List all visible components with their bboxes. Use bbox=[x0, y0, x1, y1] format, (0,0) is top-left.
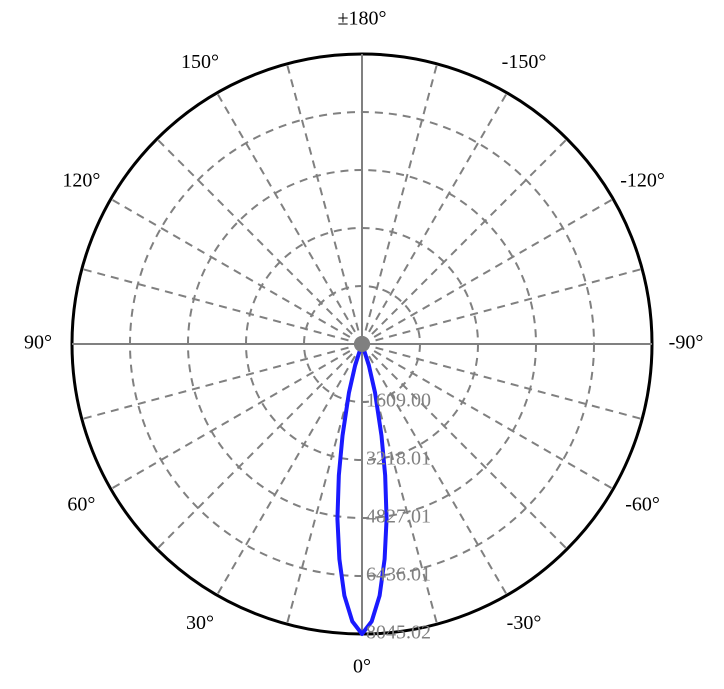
grid-spoke bbox=[362, 269, 642, 344]
angle-tick-label: 90° bbox=[24, 332, 52, 354]
grid-spoke bbox=[362, 199, 613, 344]
radial-tick-label: 6436.01 bbox=[366, 564, 431, 586]
grid-spoke bbox=[111, 199, 362, 344]
center-hub-dot bbox=[354, 336, 370, 352]
angle-tick-label: 150° bbox=[181, 51, 219, 73]
angle-tick-label: -150° bbox=[502, 51, 547, 73]
grid-spoke bbox=[362, 64, 437, 344]
angle-tick-label: 30° bbox=[186, 612, 214, 634]
angle-tick-label: 0° bbox=[353, 656, 371, 678]
angle-tick-label: 120° bbox=[62, 170, 100, 192]
angle-tick-label: -60° bbox=[625, 494, 660, 516]
radial-tick-label: 4827.01 bbox=[366, 506, 431, 528]
grid-spoke bbox=[157, 139, 362, 344]
angle-tick-label: ±180° bbox=[338, 8, 387, 30]
angle-tick-label: 60° bbox=[67, 494, 95, 516]
grid-spoke bbox=[362, 139, 567, 344]
radial-tick-label: 3218.01 bbox=[366, 448, 431, 470]
grid-spoke bbox=[111, 344, 362, 489]
radial-tick-label: 8045.02 bbox=[366, 622, 431, 644]
grid-spoke bbox=[362, 93, 507, 344]
grid-spoke bbox=[157, 344, 362, 549]
grid-spoke bbox=[82, 269, 362, 344]
angle-tick-label: -90° bbox=[669, 332, 704, 354]
grid-spoke bbox=[82, 344, 362, 419]
angle-tick-label: -120° bbox=[620, 170, 665, 192]
polar-chart: 1609.00 3218.01 4827.01 6436.01 8045.02 0° 30… bbox=[0, 0, 724, 689]
grid-spoke bbox=[287, 64, 362, 344]
center-hub bbox=[354, 336, 370, 352]
grid-spoke bbox=[217, 93, 362, 344]
angle-tick-label: -30° bbox=[507, 612, 542, 634]
radial-tick-label: 1609.00 bbox=[366, 390, 431, 412]
